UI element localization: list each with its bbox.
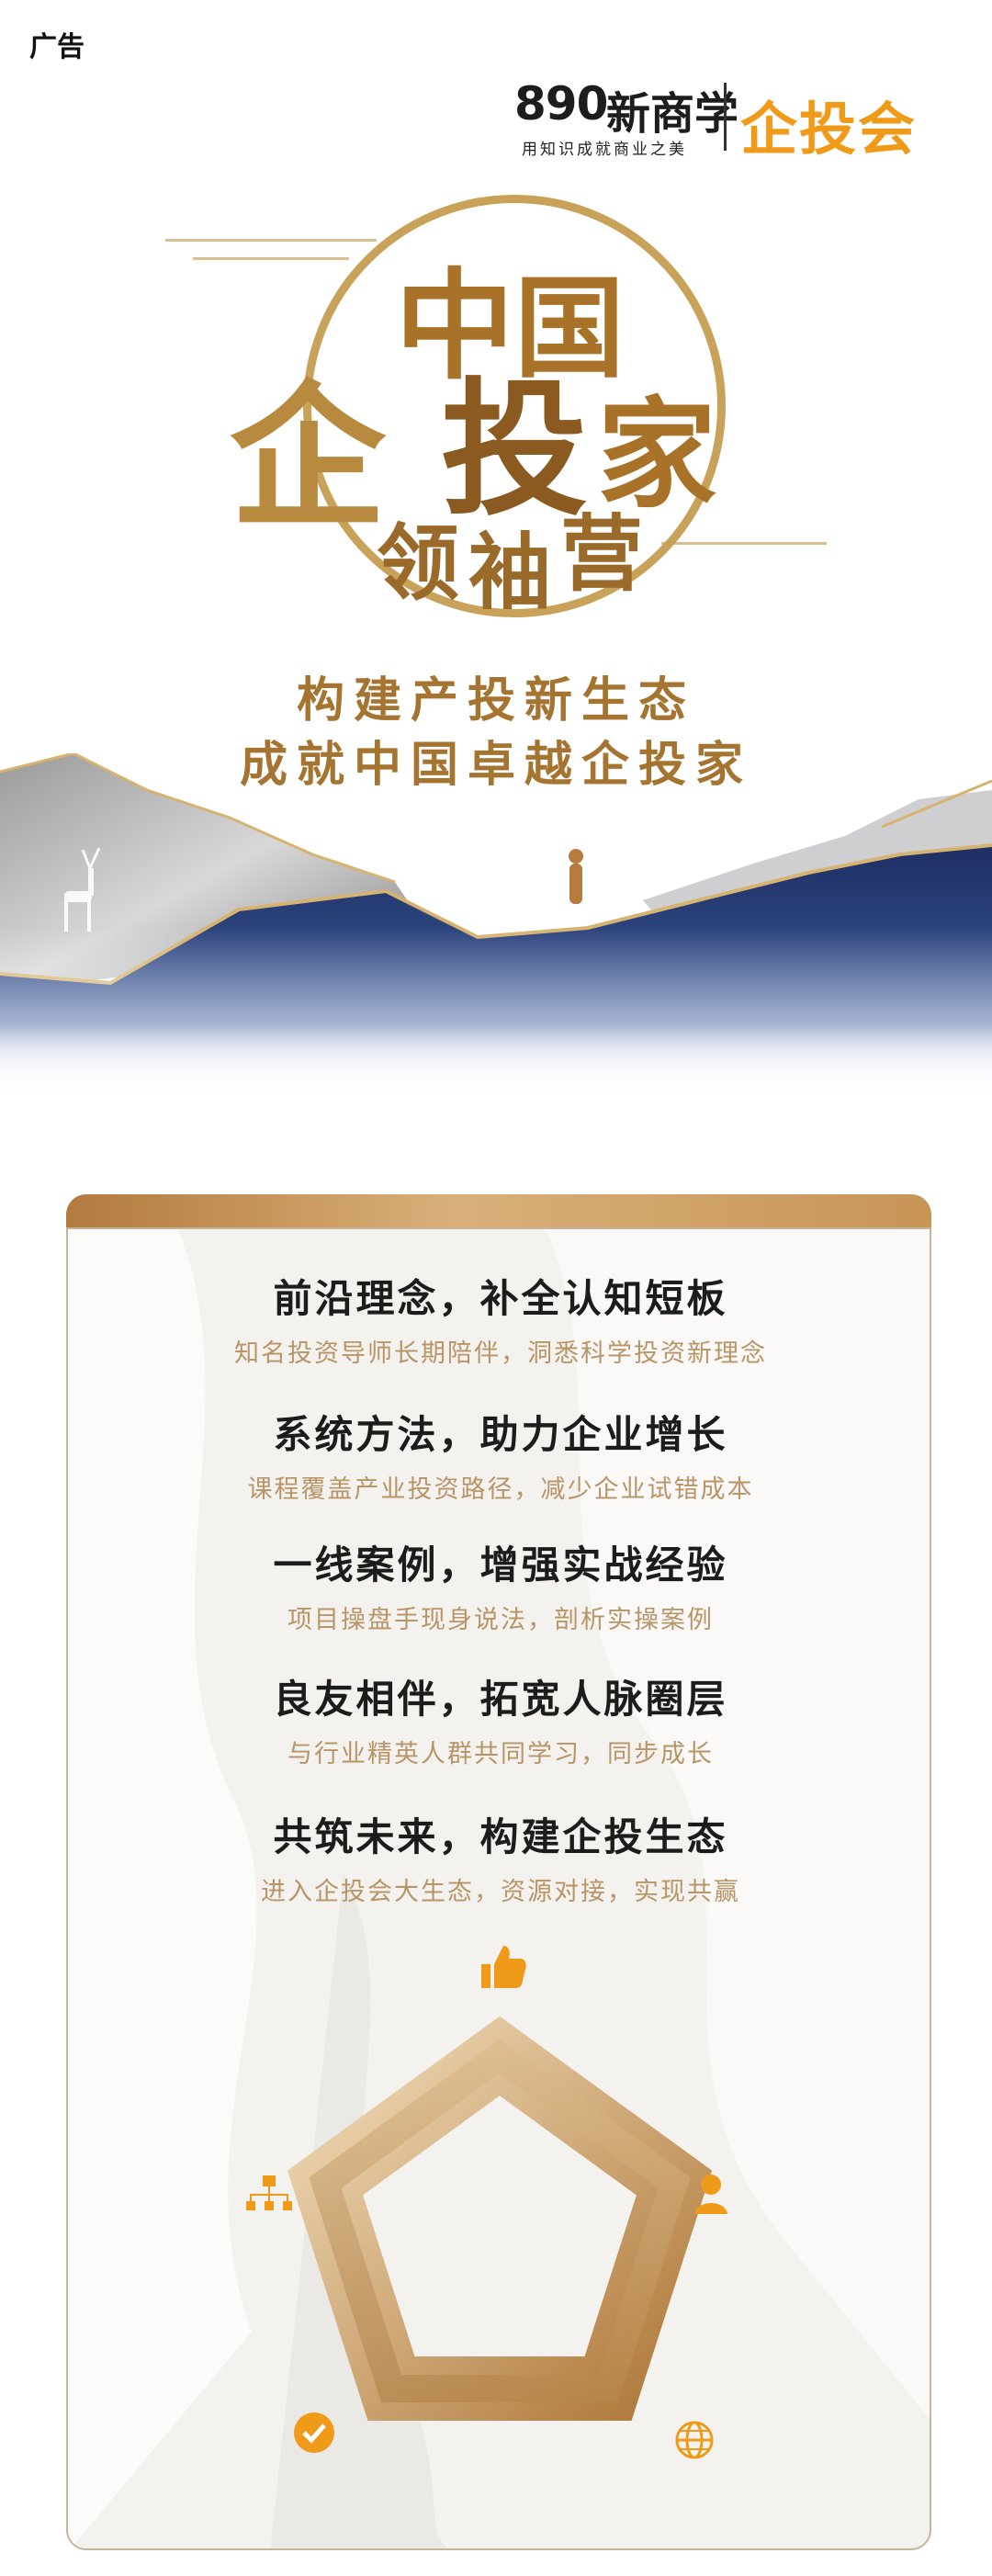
pentagon-frame (287, 2016, 713, 2421)
landscape-fade (0, 753, 992, 1102)
feature-title: 共筑未来，构建企投生态 (273, 1814, 728, 1859)
feature-title: 良友相伴，拓宽人脉圈层 (273, 1677, 728, 1722)
logo-partner: 企投会 (740, 96, 918, 163)
ad-label: 广告 (29, 31, 85, 63)
feature-subtitle: 与行业精英人群共同学习，同步成长 (287, 1740, 714, 1768)
feature-item: 良友相伴，拓宽人脉圈层 与行业精英人群共同学习，同步成长 (68, 1668, 930, 1769)
emblem-char: 领 (377, 514, 459, 612)
logo-890: 890 (514, 77, 608, 130)
mountain-landscape (0, 753, 992, 1102)
emblem-char: 营 (560, 505, 643, 603)
feature-subtitle: 课程覆盖产业投资路径，减少企业试错成本 (247, 1475, 754, 1504)
brand-logo: 890 新商学 用知识成就商业之美 企投会 (514, 77, 946, 163)
org-chart-icon (246, 2175, 292, 2210)
emblem-char: 中 (395, 255, 515, 396)
feature-subtitle: 进入企投会大生态，资源对接，实现共赢 (261, 1878, 740, 1906)
feature-subtitle: 知名投资导师长期陪伴，洞悉科学投资新理念 (234, 1339, 767, 1368)
feature-item: 系统方法，助力企业增长 课程覆盖产业投资路径，减少企业试错成本 (68, 1404, 930, 1505)
feature-title: 系统方法，助力企业增长 (273, 1412, 728, 1457)
emblem-line (165, 239, 377, 242)
feature-item: 共筑未来，构建企投生态 进入企投会大生态，资源对接，实现共赢 (68, 1806, 930, 1907)
logo-slogan: 用知识成就商业之美 (522, 141, 687, 159)
emblem-char: 家 (597, 384, 717, 525)
emblem-ring (303, 195, 726, 617)
pentagon-graphic (246, 1946, 727, 2459)
emblem-char: 袖 (468, 524, 551, 621)
thumbs-up-icon (481, 1946, 526, 1988)
emblem-char: 国 (514, 264, 625, 393)
logo-brand-cn: 新商学 (606, 88, 739, 140)
logo-divider (724, 83, 727, 151)
emblem-line (193, 257, 349, 260)
camp-emblem: 中 国 企 投 家 领 袖 营 (165, 184, 827, 661)
feature-title: 前沿理念，补全认知短板 (273, 1276, 728, 1321)
feature-title: 一线案例，增强实战经验 (273, 1542, 728, 1587)
checkmark-icon (294, 2412, 334, 2453)
emblem-char: 投 (441, 363, 589, 536)
emblem-char: 企 (230, 366, 387, 549)
feature-item: 一线案例，增强实战经验 项目操盘手现身说法，剖析实操案例 (68, 1534, 930, 1635)
globe-icon (675, 2421, 714, 2459)
tagline-1: 构建产投新生态 (296, 673, 695, 729)
emblem-line (661, 542, 827, 545)
feature-subtitle: 项目操盘手现身说法，剖析实操案例 (287, 1606, 714, 1634)
feature-item: 前沿理念，补全认知短板 知名投资导师长期陪伴，洞悉科学投资新理念 (68, 1268, 930, 1369)
features-card: 前沿理念，补全认知短板 知名投资导师长期陪伴，洞悉科学投资新理念 系统方法，助力… (66, 1227, 931, 2550)
person-icon (694, 2175, 727, 2214)
